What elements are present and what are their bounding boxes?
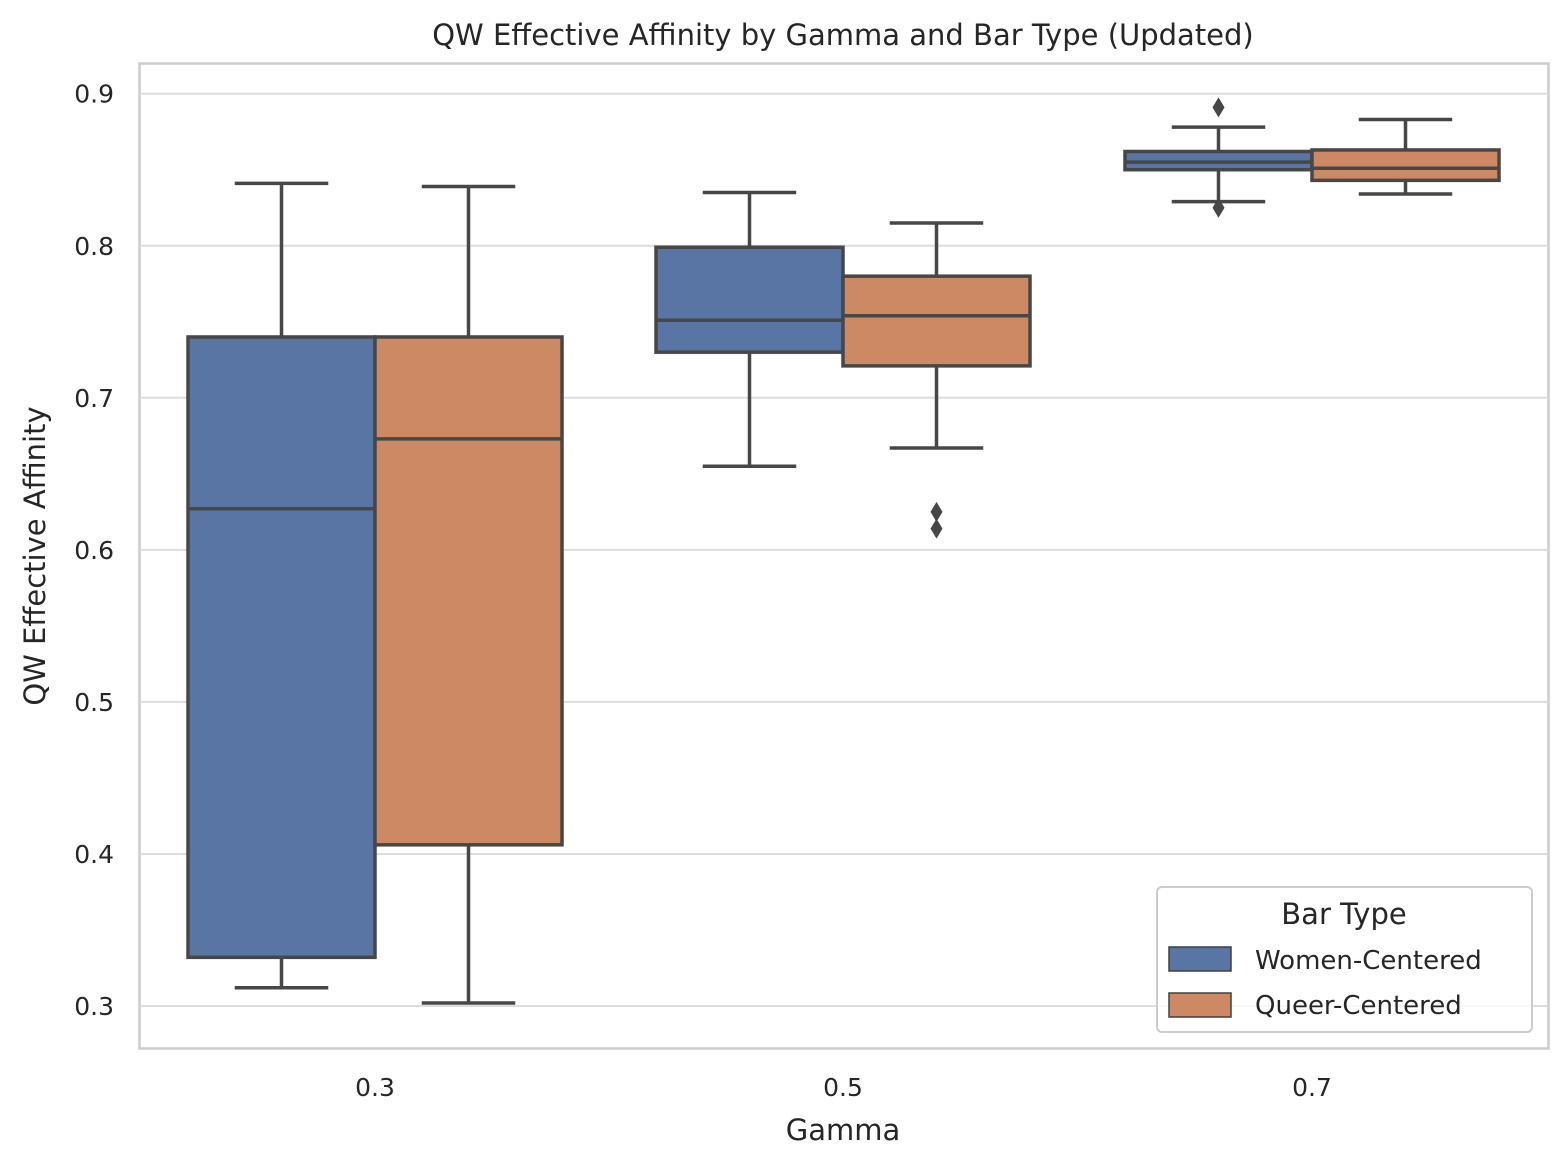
x-tick-labels: 0.3 0.5 0.7 [355,1073,1332,1102]
box-series [186,97,1501,1005]
outlier-point [930,518,943,539]
y-axis-label: QW Effective Affinity [18,406,52,705]
box [841,274,1032,368]
plot-area: 0.3 0.4 0.5 0.6 0.7 0.8 0.9 0.3 0.5 0.7 [74,62,1550,1102]
x-axis-label: Gamma [786,1113,901,1147]
y-tick-labels: 0.3 0.4 0.5 0.6 0.7 0.8 0.9 [74,80,114,1021]
y-tick-label: 0.5 [74,688,114,717]
y-tick-label: 0.8 [74,232,114,261]
legend-title: Bar Type [1281,897,1406,931]
x-tick-label: 0.5 [823,1073,863,1102]
y-tick-label: 0.7 [74,384,114,413]
chart-title: QW Effective Affinity by Gamma and Bar T… [432,18,1254,52]
legend-swatch-women-centered [1168,946,1232,972]
legend-frame [1156,886,1533,1033]
box [1310,148,1501,183]
legend-label-queer-centered: Queer-Centered [1255,991,1462,1021]
series-women-centered [186,97,1314,990]
legend: Bar Type Women-Centered Queer-Centered [1156,886,1533,1033]
series-queer-centered [373,117,1501,1005]
box [373,335,564,847]
box [186,335,377,960]
outlier-point [930,501,943,522]
y-tick-label: 0.6 [74,536,114,565]
x-tick-label: 0.3 [355,1073,395,1102]
legend-swatch-queer-centered [1168,992,1232,1018]
y-tick-label: 0.9 [74,80,114,109]
x-tick-label: 0.7 [1292,1073,1332,1102]
legend-label-women-centered: Women-Centered [1255,946,1482,976]
y-tick-label: 0.3 [74,992,114,1021]
outlier-point [1212,197,1225,218]
box [654,245,845,354]
outlier-point [1212,97,1225,118]
y-tick-label: 0.4 [74,840,114,869]
